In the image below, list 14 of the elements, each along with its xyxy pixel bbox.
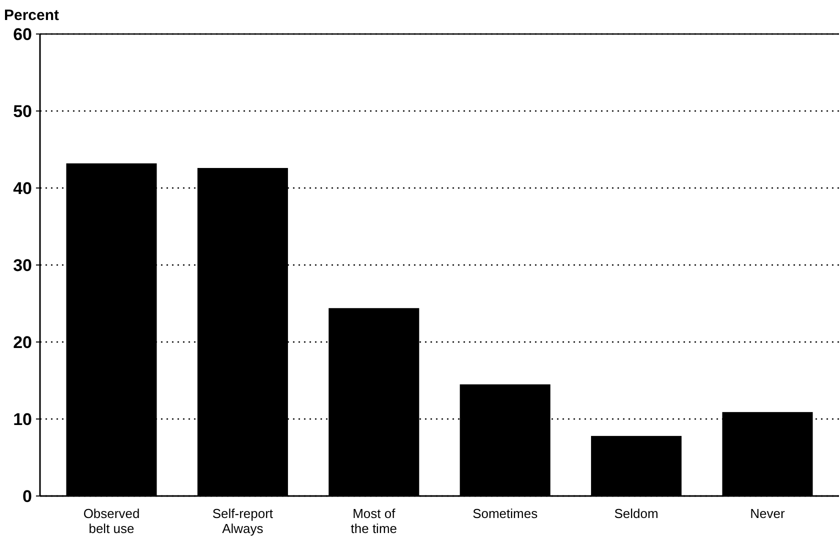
y-tick-label: 30 [13, 256, 32, 275]
y-tick-label: 10 [13, 410, 32, 429]
x-tick-label: Most of the time [350, 506, 398, 536]
x-tick-label: Self-report Always [212, 506, 274, 536]
y-tick-label: 50 [13, 102, 32, 121]
y-tick-label: 20 [13, 332, 32, 352]
x-tick-label: Observed belt use [83, 506, 140, 536]
y-tick-label: 0 [22, 486, 32, 506]
y-tick-label: 60 [13, 24, 32, 44]
y-tick-label: 40 [13, 178, 32, 198]
x-tick-label: Never [750, 506, 786, 521]
x-tick-label: Sometimes [472, 506, 538, 521]
y-axis-title: Percent [4, 7, 60, 24]
x-tick-label: Seldom [614, 506, 658, 521]
